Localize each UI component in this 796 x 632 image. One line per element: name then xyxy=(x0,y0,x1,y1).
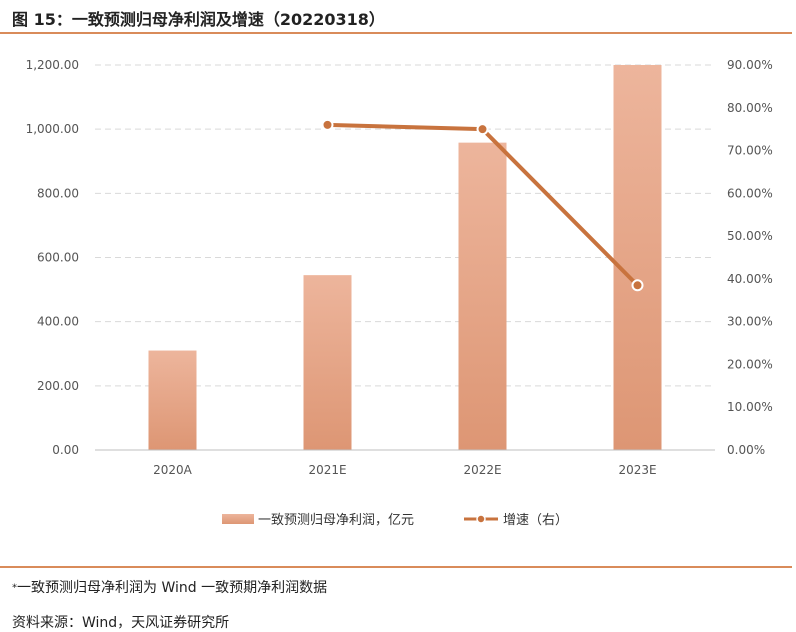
legend: 一致预测归母净利润，亿元 增速（右） xyxy=(222,513,568,528)
growth-point-2021E xyxy=(321,118,334,131)
right-tick-label: 20.00% xyxy=(727,357,773,371)
left-tick-label: 400.00 xyxy=(37,315,79,329)
footnote: *一致预测归母净利润为 Wind 一致预期净利润数据 xyxy=(12,577,327,597)
bars xyxy=(148,65,662,450)
bar-2023E xyxy=(613,65,662,450)
left-tick-label: 0.00 xyxy=(52,443,79,457)
left-tick-label: 800.00 xyxy=(37,186,79,200)
bar-2020A xyxy=(148,350,197,450)
footnote-text: 一致预测归母净利润为 Wind 一致预期净利润数据 xyxy=(17,580,328,596)
growth-line xyxy=(321,118,644,292)
left-tick-label: 600.00 xyxy=(37,251,79,265)
chart-title: 图 15：一致预测归母净利润及增速（20220318） xyxy=(12,10,385,29)
left-axis-ticks: 0.00 200.00 400.00 600.00 800.00 1,000.00 1,20… xyxy=(26,58,79,457)
right-tick-label: 70.00% xyxy=(727,144,773,158)
right-tick-label: 10.00% xyxy=(727,400,773,414)
footnote-marker: * xyxy=(12,582,17,594)
chart: 0.00 200.00 400.00 600.00 800.00 1,000.00 1,20… xyxy=(26,58,773,528)
legend-line-marker xyxy=(476,514,486,524)
left-tick-label: 1,200.00 xyxy=(26,58,79,72)
right-tick-label: 0.00% xyxy=(727,443,765,457)
right-tick-label: 50.00% xyxy=(727,229,773,243)
x-tick-label: 2020A xyxy=(153,463,193,477)
legend-bar-label: 一致预测归母净利润，亿元 xyxy=(258,513,414,528)
legend-line-label: 增速（右） xyxy=(503,513,568,528)
right-tick-label: 40.00% xyxy=(727,272,773,286)
bar-2022E xyxy=(458,142,507,450)
growth-point-2023E xyxy=(631,279,644,292)
growth-point-2022E xyxy=(476,123,489,136)
right-tick-label: 90.00% xyxy=(727,58,773,72)
gridlines xyxy=(95,64,715,387)
right-axis-ticks: 0.00% 10.00% 20.00% 30.00% 40.00% 50.00% 60.00… xyxy=(727,58,773,457)
left-tick-label: 200.00 xyxy=(37,379,79,393)
x-tick-label: 2023E xyxy=(618,463,656,477)
x-axis-ticks: 2020A 2021E 2022E 2023E xyxy=(153,463,656,477)
right-tick-label: 80.00% xyxy=(727,101,773,115)
x-tick-label: 2021E xyxy=(308,463,346,477)
bottom-divider xyxy=(0,566,792,568)
top-divider xyxy=(0,32,792,34)
right-tick-label: 30.00% xyxy=(727,315,773,329)
x-tick-label: 2022E xyxy=(463,463,501,477)
source-note: 资料来源：Wind，天风证券研究所 xyxy=(12,615,230,631)
left-tick-label: 1,000.00 xyxy=(26,122,79,136)
right-tick-label: 60.00% xyxy=(727,186,773,200)
bar-2021E xyxy=(303,275,352,450)
legend-bar-swatch xyxy=(222,514,254,524)
